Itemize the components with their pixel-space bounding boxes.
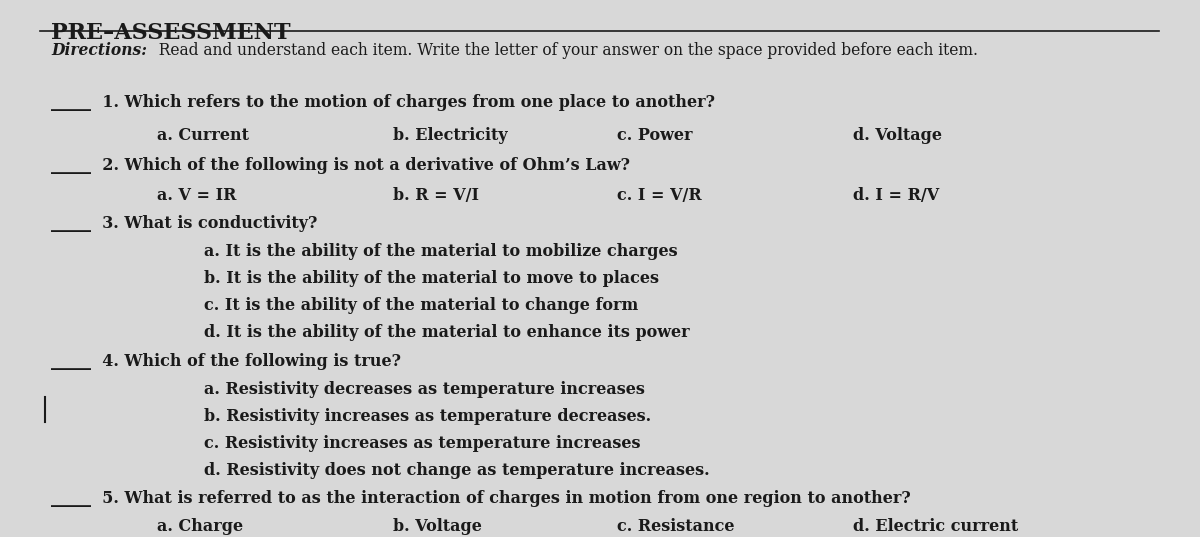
Text: _____  3. What is conductivity?: _____ 3. What is conductivity? [52, 215, 318, 232]
Text: a. Current: a. Current [157, 127, 250, 144]
Text: b. Voltage: b. Voltage [392, 518, 482, 535]
Text: d. Electric current: d. Electric current [852, 518, 1018, 535]
Text: c. Resistance: c. Resistance [617, 518, 734, 535]
Text: a. Charge: a. Charge [157, 518, 244, 535]
Text: b. Resistivity increases as temperature decreases.: b. Resistivity increases as temperature … [204, 408, 652, 425]
Text: b. R = V/I: b. R = V/I [392, 187, 479, 204]
Text: a. Resistivity decreases as temperature increases: a. Resistivity decreases as temperature … [204, 381, 646, 398]
Text: Directions:: Directions: [52, 42, 148, 59]
Text: _____  5. What is referred to as the interaction of charges in motion from one r: _____ 5. What is referred to as the inte… [52, 490, 911, 507]
Text: b. Electricity: b. Electricity [392, 127, 508, 144]
Text: _____  2. Which of the following is not a derivative of Ohm’s Law?: _____ 2. Which of the following is not a… [52, 157, 630, 173]
Text: d. I = R/V: d. I = R/V [852, 187, 938, 204]
Text: d. Resistivity does not change as temperature increases.: d. Resistivity does not change as temper… [204, 462, 710, 479]
Text: c. I = V/R: c. I = V/R [617, 187, 702, 204]
Text: c. Power: c. Power [617, 127, 692, 144]
Text: _____  4. Which of the following is true?: _____ 4. Which of the following is true? [52, 353, 401, 370]
Text: _____  1. Which refers to the motion of charges from one place to another?: _____ 1. Which refers to the motion of c… [52, 94, 715, 111]
Text: d. It is the ability of the material to enhance its power: d. It is the ability of the material to … [204, 324, 690, 341]
Text: d. Voltage: d. Voltage [852, 127, 942, 144]
Text: c. It is the ability of the material to change form: c. It is the ability of the material to … [204, 297, 638, 314]
Text: b. It is the ability of the material to move to places: b. It is the ability of the material to … [204, 270, 660, 287]
Text: PRE–ASSESSMENT: PRE–ASSESSMENT [52, 21, 290, 43]
Text: Read and understand each item. Write the letter of your answer on the space prov: Read and understand each item. Write the… [149, 42, 978, 59]
Text: c. Resistivity increases as temperature increases: c. Resistivity increases as temperature … [204, 435, 641, 452]
Text: a. V = IR: a. V = IR [157, 187, 236, 204]
Text: a. It is the ability of the material to mobilize charges: a. It is the ability of the material to … [204, 243, 678, 260]
